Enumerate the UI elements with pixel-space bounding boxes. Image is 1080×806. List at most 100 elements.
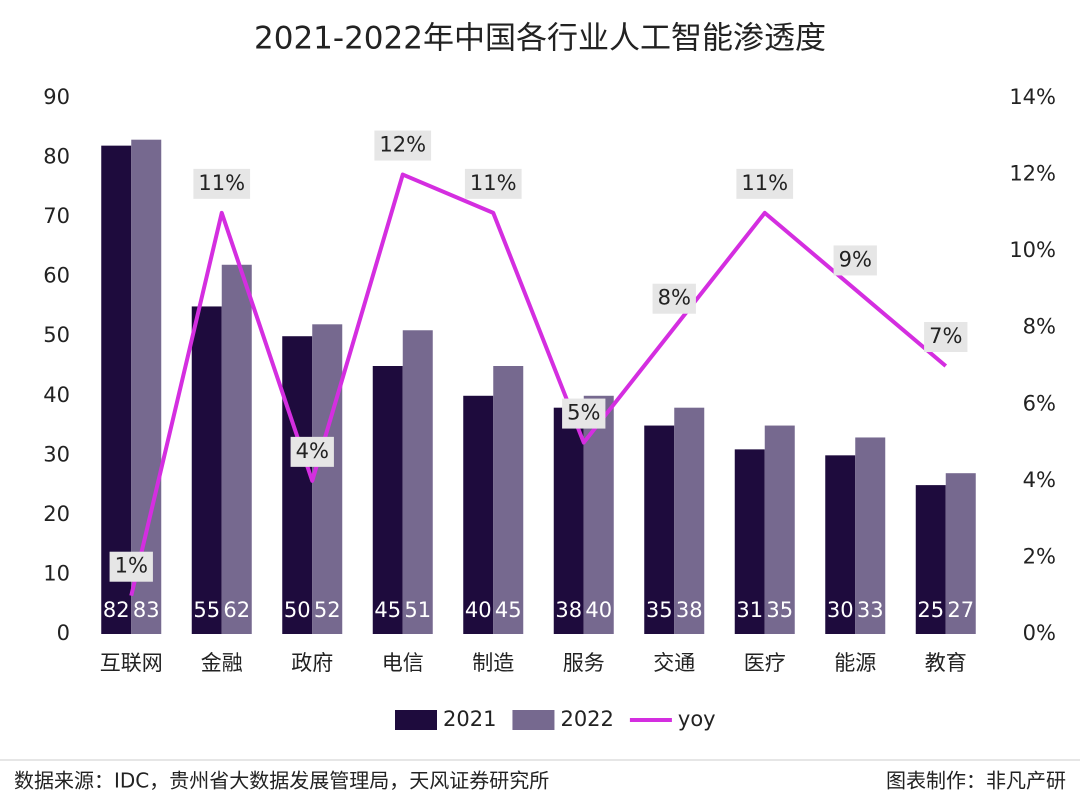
y2-tick-label: 8% — [1023, 315, 1056, 339]
y2-tick-label: 14% — [1009, 85, 1056, 109]
data-label: 12% — [374, 130, 432, 161]
y2-tick-label: 10% — [1009, 238, 1056, 262]
y2-tick-label: 0% — [1023, 621, 1056, 645]
bar-value-label: 30 — [827, 598, 854, 622]
bar — [674, 407, 705, 634]
y-tick-label: 0 — [57, 621, 70, 645]
data-label-box — [464, 168, 522, 199]
line-value-label: 11% — [741, 171, 788, 195]
line-value-label: 11% — [198, 171, 245, 195]
x-tick-label: 金融 — [201, 651, 243, 675]
line-series — [129, 172, 948, 597]
data-label: 11% — [193, 168, 251, 199]
line-value-label: 11% — [470, 171, 517, 195]
bar — [131, 139, 162, 634]
data-label-box — [562, 398, 606, 429]
data-label-box — [652, 283, 696, 314]
y2-tick-label: 12% — [1009, 162, 1056, 186]
bar-value-label: 38 — [555, 598, 582, 622]
legend-swatch — [395, 710, 437, 730]
data-label-box — [924, 322, 968, 352]
bar — [644, 425, 675, 634]
y-tick-label: 80 — [43, 145, 70, 169]
x-tick-label: 医疗 — [744, 651, 786, 675]
y-tick-label: 30 — [43, 442, 70, 466]
legend-label: yoy — [678, 707, 716, 731]
bar — [372, 366, 403, 634]
x-tick-label: 政府 — [291, 651, 333, 675]
data-label-box — [374, 130, 432, 161]
legend-swatch — [512, 710, 555, 730]
line-value-label: 1% — [115, 554, 148, 578]
source-note: 数据来源：IDC，贵州省大数据发展管理局，天风证券研究所 — [14, 769, 549, 793]
bar — [825, 455, 856, 634]
line-value-label: 8% — [658, 286, 691, 310]
bar — [282, 336, 313, 634]
y2-tick-label: 2% — [1023, 544, 1056, 568]
bar — [402, 330, 433, 634]
data-label: 11% — [464, 168, 522, 199]
bar-value-label: 38 — [676, 598, 703, 622]
bar-value-label: 51 — [404, 598, 431, 622]
data-label: 5% — [562, 398, 606, 429]
bar — [221, 264, 252, 634]
y-tick-label: 70 — [43, 204, 70, 228]
x-tick-label: 制造 — [472, 651, 514, 675]
bar — [553, 407, 584, 634]
bar-value-label: 55 — [193, 598, 220, 622]
y2-tick-label: 6% — [1023, 391, 1056, 415]
data-label-box — [109, 551, 153, 582]
data-label: 9% — [833, 245, 877, 276]
chart-title: 2021-2022年中国各行业人工智能渗透度 — [254, 21, 826, 57]
bar — [945, 473, 976, 634]
bar-value-label: 40 — [465, 598, 492, 622]
data-label: 8% — [652, 283, 696, 314]
bar-value-label: 33 — [857, 598, 884, 622]
y-tick-label: 60 — [43, 264, 70, 288]
data-label: 11% — [736, 168, 794, 199]
bar-value-label: 27 — [947, 598, 974, 622]
y2-tick-label: 4% — [1023, 468, 1056, 492]
bar — [191, 306, 222, 634]
legend-label: 2021 — [443, 707, 496, 731]
bar-value-label: 62 — [223, 598, 250, 622]
data-label-box — [193, 168, 251, 199]
bar-value-label: 45 — [495, 598, 522, 622]
line-value-label: 7% — [929, 324, 962, 348]
bar — [463, 395, 494, 634]
bar-value-label: 31 — [736, 598, 763, 622]
bar — [312, 324, 343, 634]
data-label-box — [833, 245, 877, 276]
bar-value-label: 35 — [766, 598, 793, 622]
bar-value-label: 25 — [917, 598, 944, 622]
y-tick-label: 20 — [43, 502, 70, 526]
credit-note: 图表制作：非凡产研 — [886, 769, 1066, 793]
bar — [734, 449, 765, 634]
x-tick-label: 互联网 — [100, 651, 163, 675]
data-label: 4% — [290, 436, 334, 467]
y-tick-label: 90 — [43, 85, 70, 109]
bar — [915, 485, 946, 634]
x-tick-label: 能源 — [834, 651, 876, 675]
line-value-label: 9% — [839, 247, 872, 271]
bar-value-label: 45 — [374, 598, 401, 622]
legend-label: 2022 — [560, 707, 613, 731]
line-value-label: 12% — [379, 133, 426, 157]
data-label-box — [736, 168, 794, 199]
bar-value-label: 35 — [646, 598, 673, 622]
bar — [764, 425, 795, 634]
bar-value-label: 82 — [103, 598, 130, 622]
y-tick-label: 40 — [43, 383, 70, 407]
x-tick-label: 服务 — [563, 651, 605, 675]
y-tick-label: 50 — [43, 323, 70, 347]
data-label: 1% — [109, 551, 153, 582]
bar-value-label: 52 — [314, 598, 341, 622]
bar-value-label: 50 — [284, 598, 311, 622]
line-value-label: 5% — [567, 401, 600, 425]
bar — [855, 437, 886, 634]
line-value-label: 4% — [296, 439, 329, 463]
x-tick-label: 电信 — [382, 651, 424, 675]
bar — [493, 366, 524, 634]
bar-value-label: 40 — [585, 598, 612, 622]
